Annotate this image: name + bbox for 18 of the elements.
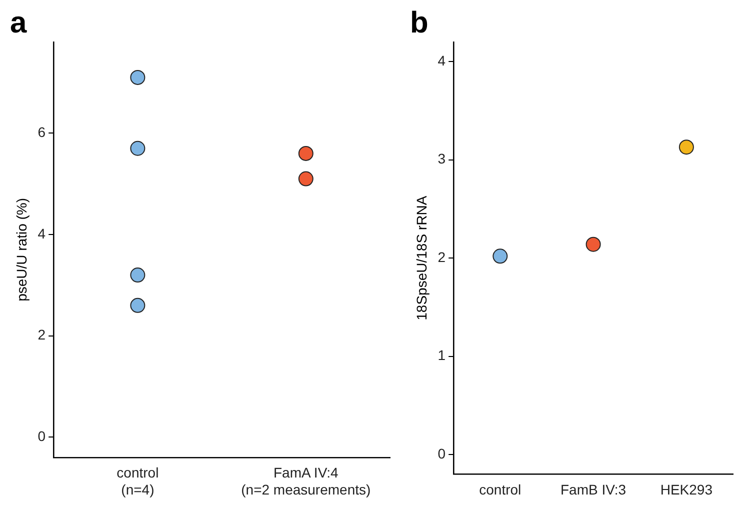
y-tick-label: 4 (38, 225, 46, 242)
y-axis-title: 18SpseU/18S rRNA (413, 195, 430, 320)
y-tick-label: 2 (438, 248, 446, 265)
x-tick-label: control (n=4) (116, 464, 159, 498)
y-tick-label: 0 (38, 428, 46, 444)
y-tick-label: 0 (438, 445, 446, 462)
y-tick-label: 4 (438, 52, 446, 69)
y-tick-label: 2 (38, 326, 46, 343)
y-tick-label: 3 (438, 150, 446, 167)
x-tick-label: HEK293 (660, 481, 713, 498)
y-tick-label: 6 (38, 124, 46, 140)
chart-title: a (10, 6, 27, 40)
chart-title: b (410, 6, 428, 40)
x-tick-label: FamA IV:4 (n=2 measurements) (241, 464, 371, 498)
y-tick-label: 1 (438, 347, 446, 364)
x-tick-label: FamB IV:3 (560, 481, 626, 498)
y-axis-title: pseU/U ratio (%) (13, 198, 30, 302)
x-tick-label: control (479, 481, 522, 498)
